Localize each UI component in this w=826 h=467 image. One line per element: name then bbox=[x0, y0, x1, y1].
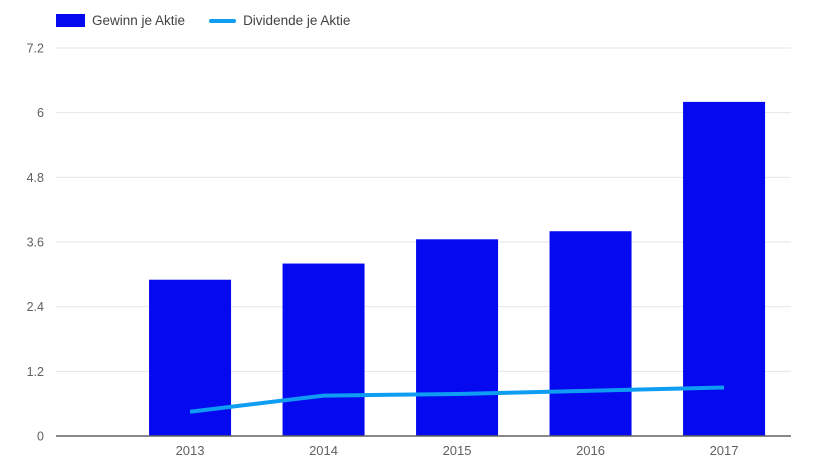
legend: Gewinn je Aktie Dividende je Aktie bbox=[56, 13, 350, 28]
x-tick-label-2017: 2017 bbox=[710, 443, 739, 458]
legend-item-dividende-je-aktie: Dividende je Aktie bbox=[209, 13, 350, 28]
legend-label-dividende: Dividende je Aktie bbox=[243, 13, 351, 28]
dividende-line[interactable] bbox=[189, 385, 725, 414]
legend-line-swatch bbox=[209, 18, 237, 23]
bar-2015[interactable] bbox=[416, 239, 499, 436]
bar-2016[interactable] bbox=[549, 231, 632, 436]
legend-item-gewinn-je-aktie: Gewinn je Aktie bbox=[56, 13, 185, 28]
y-tick-label-0: 0 bbox=[37, 430, 44, 444]
y-tick-label-4.8: 4.8 bbox=[27, 171, 44, 185]
y-tick-label-3.6: 3.6 bbox=[27, 236, 44, 250]
bar-2017[interactable] bbox=[683, 101, 766, 436]
y-tick-label-2.4: 2.4 bbox=[27, 300, 44, 314]
bar-2014[interactable] bbox=[282, 263, 365, 436]
y-tick-label-7.2: 7.2 bbox=[27, 42, 44, 56]
x-tick-label-2013: 2013 bbox=[176, 443, 205, 458]
y-tick-label-1.2: 1.2 bbox=[27, 365, 44, 379]
legend-bar-swatch bbox=[56, 14, 85, 27]
legend-label-gewinn: Gewinn je Aktie bbox=[92, 13, 186, 28]
x-tick-label-2014: 2014 bbox=[309, 443, 338, 458]
x-tick-label-2016: 2016 bbox=[576, 443, 605, 458]
y-tick-label-6: 6 bbox=[37, 106, 44, 120]
x-tick-label-2015: 2015 bbox=[443, 443, 472, 458]
bar-2013[interactable] bbox=[149, 279, 232, 436]
